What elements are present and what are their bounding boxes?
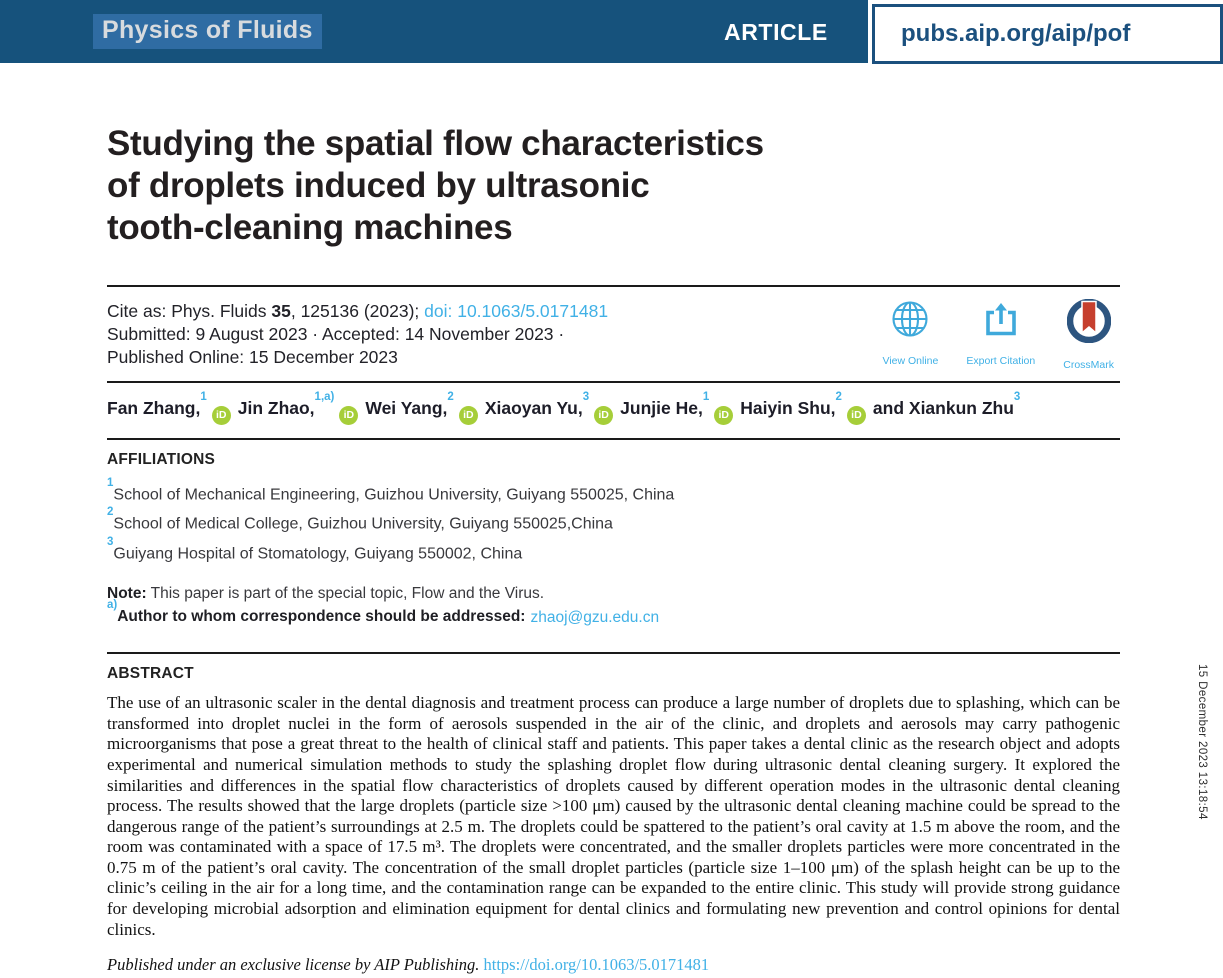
divider (107, 285, 1120, 287)
correspondence-line: a)Author to whom correspondence should b… (107, 599, 1120, 627)
affiliation-text: Guiyang Hospital of Stomatology, Guiyang… (113, 545, 523, 563)
globe-icon (890, 299, 930, 345)
note-label: Note: (107, 584, 147, 602)
doi-link[interactable]: doi: 10.1063/5.0171481 (424, 301, 609, 321)
crossmark-icon (1066, 298, 1111, 349)
content-column: Studying the spatial flow characteristic… (107, 0, 1120, 978)
affiliation-text: School of Mechanical Engineering, Guizho… (113, 485, 675, 503)
note-text: This paper is part of the special topic,… (146, 584, 545, 602)
abstract-text: The use of an ultrasonic scaler in the d… (107, 693, 1120, 939)
note-line: Note: This paper is part of the special … (107, 584, 1120, 604)
export-icon (981, 299, 1021, 345)
author-list: Fan Zhang,1iD Jin Zhao,1,a)iD Wei Yang,2iD… (107, 383, 1120, 438)
published-online-line: Published Online: 15 December 2023 (107, 347, 398, 367)
divider (107, 652, 1120, 655)
orcid-icon[interactable]: iD (458, 405, 478, 425)
orcid-icon[interactable]: iD (714, 405, 734, 425)
affiliation-superscript: 3 (107, 536, 114, 549)
download-timestamp: 15 December 2023 13:18:54 (1196, 664, 1208, 820)
cite-as-text: Cite as: Phys. Fluids (107, 301, 272, 321)
volume-number: 35 (271, 301, 291, 321)
export-citation-button[interactable]: Export Citation (966, 299, 1035, 373)
title-line: of droplets induced by ultrasonic (107, 166, 650, 205)
article-type-label: ARTICLE (724, 19, 828, 45)
abstract-heading: ABSTRACT (107, 665, 194, 683)
affiliation-superscript: 2 (107, 506, 114, 519)
author-superscript: 2 (835, 391, 842, 404)
journal-name: Physics of Fluids (93, 14, 322, 49)
page-title: Studying the spatial flow characteristic… (107, 123, 1120, 249)
note-block: Note: This paper is part of the special … (107, 584, 1120, 627)
affiliation-item: 2School of Medical College, Guizhou Univ… (107, 506, 1120, 537)
export-citation-label: Export Citation (966, 355, 1036, 367)
author-superscript: 1,a) (314, 391, 335, 404)
correspondence-label: Author to whom correspondence should be … (117, 608, 526, 626)
author-superscript: 1 (200, 391, 207, 404)
cite-as-suffix: , 125136 (2023); (290, 301, 425, 321)
author-superscript: 3 (582, 391, 590, 404)
orcid-icon[interactable]: iD (339, 405, 359, 425)
orcid-icon[interactable]: iD (211, 405, 231, 425)
orcid-icon[interactable]: iD (594, 405, 614, 425)
author-superscript: 2 (447, 391, 454, 404)
author-name: Jin Zhao, (237, 398, 315, 418)
author-name: Haiyin Shu, (740, 398, 836, 418)
citation-block: Cite as: Phys. Fluids 35, 125136 (2023);… (107, 287, 1120, 381)
affiliations-list: 1School of Mechanical Engineering, Guizh… (107, 476, 1120, 567)
orcid-icon[interactable]: iD (846, 405, 866, 425)
affiliations-heading: AFFILIATIONS (107, 450, 216, 468)
header-bar: Physics of Fluids ARTICLE (0, 0, 868, 63)
license-text: Published under an exclusive license by … (107, 955, 480, 975)
site-url-box: pubs.aip.org/aip/pof (872, 4, 1223, 64)
cite-as-line: Cite as: Phys. Fluids 35, 125136 (2023);… (107, 300, 1120, 323)
license-line: Published under an exclusive license by … (107, 955, 1120, 975)
author-superscript: 1 (702, 391, 710, 404)
affiliation-superscript: 1 (107, 476, 114, 489)
license-doi-link[interactable]: https://doi.org/10.1063/5.0171481 (483, 955, 710, 975)
action-icons: View Online Export Citation (882, 298, 1114, 377)
title-line: tooth-cleaning machines (107, 208, 513, 247)
affiliation-text: School of Medical College, Guizhou Unive… (113, 515, 613, 533)
author-name: Junjie He, (620, 398, 703, 418)
crossmark-label: CrossMark (1063, 359, 1114, 371)
crossmark-button[interactable]: CrossMark (1063, 298, 1114, 377)
divider (107, 437, 1120, 440)
author-name: Xiaoyan Yu, (484, 398, 583, 418)
author-name: and Xiankun Zhu (872, 398, 1014, 418)
view-online-label: View Online (882, 355, 939, 367)
correspondence-superscript: a) (107, 599, 118, 612)
submitted-accepted-line: Submitted: 9 August 2023 · Accepted: 14 … (107, 324, 565, 344)
correspondence-email-link[interactable]: zhaoj@gzu.edu.cn (530, 608, 660, 626)
view-online-button[interactable]: View Online (882, 299, 939, 373)
author-name: Wei Yang, (365, 398, 448, 418)
author-name: Fan Zhang, (107, 398, 201, 418)
affiliation-item: 1School of Mechanical Engineering, Guizh… (107, 476, 1120, 508)
author-superscript: 3 (1013, 391, 1021, 404)
title-line: Studying the spatial flow characteristic… (107, 124, 764, 163)
affiliation-item: 3Guiyang Hospital of Stomatology, Guiyan… (107, 536, 1120, 567)
site-url: pubs.aip.org/aip/pof (901, 20, 1131, 47)
divider (107, 381, 1120, 383)
